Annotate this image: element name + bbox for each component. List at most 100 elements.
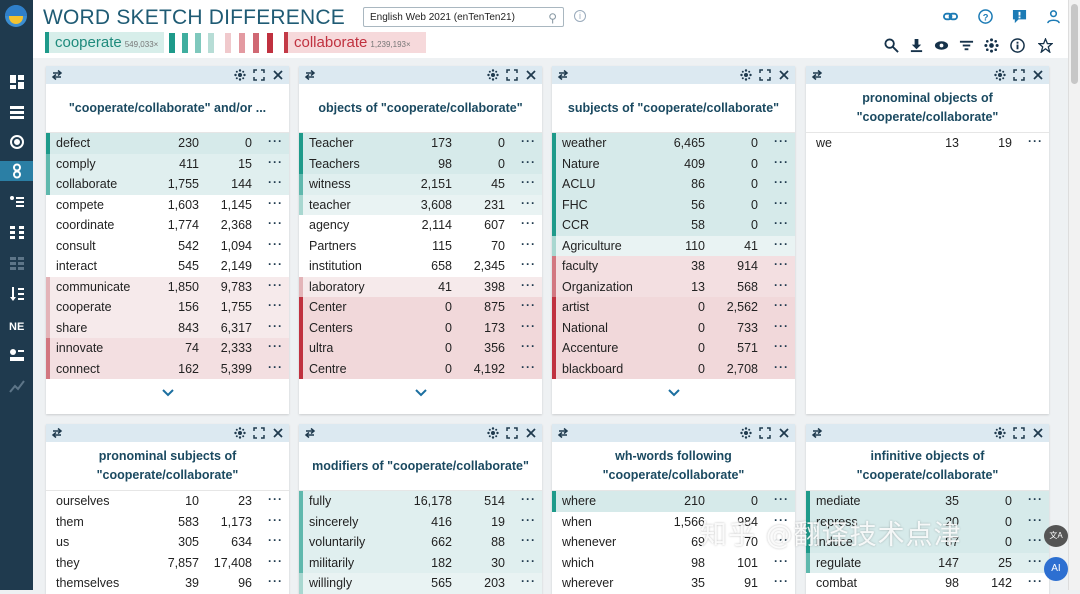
parallel-concordance-icon[interactable] bbox=[0, 222, 33, 242]
collocate-word[interactable]: coordinate bbox=[56, 218, 115, 232]
gear-icon[interactable] bbox=[233, 68, 247, 82]
collocation-row[interactable]: combat 98 142 ··· bbox=[806, 573, 1049, 594]
close-icon[interactable] bbox=[524, 68, 538, 82]
collocation-row[interactable]: Nature 409 0 ··· bbox=[552, 153, 795, 174]
collocate-word[interactable]: repress bbox=[816, 514, 858, 529]
translate-button[interactable]: 文A bbox=[1044, 525, 1068, 547]
collocation-row[interactable]: Partners 115 70 ··· bbox=[299, 235, 542, 256]
collocate-word[interactable]: blackboard bbox=[562, 361, 624, 376]
view-options-icon[interactable] bbox=[932, 36, 950, 54]
collocate-word[interactable]: faculty bbox=[562, 259, 599, 273]
collocate-word[interactable]: agency bbox=[309, 218, 350, 232]
more-options-icon[interactable]: ··· bbox=[521, 216, 536, 230]
collocate-word[interactable]: ultra bbox=[309, 341, 334, 355]
collocate-word[interactable]: communicate bbox=[56, 279, 131, 294]
collocation-row[interactable]: CCR 58 0 ··· bbox=[552, 215, 795, 236]
collocate-word[interactable]: Agriculture bbox=[562, 238, 622, 253]
user-icon[interactable] bbox=[1044, 7, 1062, 25]
collocation-row[interactable]: comply 411 15 ··· bbox=[46, 153, 289, 174]
more-options-icon[interactable]: ··· bbox=[268, 277, 283, 292]
fullscreen-icon[interactable] bbox=[1012, 68, 1026, 82]
more-options-icon[interactable]: ··· bbox=[521, 236, 536, 251]
more-options-icon[interactable]: ··· bbox=[521, 492, 536, 506]
more-options-icon[interactable]: ··· bbox=[774, 533, 789, 547]
more-options-icon[interactable]: ··· bbox=[521, 298, 536, 312]
more-options-icon[interactable]: ··· bbox=[268, 512, 283, 527]
collocate-word[interactable]: Centre bbox=[309, 361, 347, 376]
collocation-row[interactable]: where 210 0 ··· bbox=[552, 491, 795, 512]
fullscreen-icon[interactable] bbox=[1012, 426, 1026, 440]
ner-icon[interactable]: NE bbox=[0, 315, 33, 335]
more-options-icon[interactable]: ··· bbox=[774, 574, 789, 588]
more-options-icon[interactable]: ··· bbox=[774, 134, 789, 148]
collocate-word[interactable]: Accenture bbox=[562, 341, 619, 355]
collocate-word[interactable]: artist bbox=[562, 300, 590, 314]
collocate-word[interactable]: innovate bbox=[56, 341, 104, 355]
more-options-icon[interactable]: ··· bbox=[521, 134, 536, 148]
more-options-icon[interactable]: ··· bbox=[1028, 492, 1043, 506]
scrollbar[interactable] bbox=[1068, 0, 1080, 590]
collocate-word[interactable]: they bbox=[56, 555, 80, 570]
collocate-word[interactable]: National bbox=[562, 320, 608, 335]
collocate-word[interactable]: combat bbox=[816, 576, 857, 590]
collocate-word[interactable]: sincerely bbox=[309, 514, 359, 529]
swap-icon[interactable] bbox=[51, 426, 65, 440]
collocation-row[interactable]: Teachers 98 0 ··· bbox=[299, 153, 542, 174]
thesaurus-icon[interactable] bbox=[0, 192, 33, 212]
collocation-row[interactable]: they 7,857 17,408 ··· bbox=[46, 552, 289, 573]
collocation-row[interactable]: FHC 56 0 ··· bbox=[552, 194, 795, 215]
more-options-icon[interactable]: ··· bbox=[774, 553, 789, 568]
collocate-word[interactable]: us bbox=[56, 535, 70, 549]
collocate-word[interactable]: laboratory bbox=[309, 279, 365, 294]
more-options-icon[interactable]: ··· bbox=[774, 339, 789, 353]
word-sketch-icon[interactable] bbox=[0, 132, 33, 152]
collocation-row[interactable]: we 13 19 ··· bbox=[806, 133, 1049, 154]
more-options-icon[interactable]: ··· bbox=[268, 492, 283, 506]
collocate-word[interactable]: induce bbox=[816, 535, 853, 549]
collocation-row[interactable]: them 583 1,173 ··· bbox=[46, 511, 289, 532]
more-options-icon[interactable]: ··· bbox=[521, 512, 536, 527]
collocation-row[interactable]: Accenture 0 571 ··· bbox=[552, 338, 795, 359]
more-options-icon[interactable]: ··· bbox=[774, 298, 789, 312]
more-options-icon[interactable]: ··· bbox=[268, 298, 283, 312]
collocate-word[interactable]: connect bbox=[56, 361, 100, 376]
fullscreen-icon[interactable] bbox=[252, 68, 266, 82]
collocate-word[interactable]: cooperate bbox=[56, 300, 112, 314]
gear-icon[interactable] bbox=[486, 68, 500, 82]
cluster-icon[interactable] bbox=[982, 36, 1000, 54]
collocation-row[interactable]: ACLU 86 0 ··· bbox=[552, 174, 795, 195]
more-options-icon[interactable]: ··· bbox=[1028, 533, 1043, 547]
collocation-row[interactable]: share 843 6,317 ··· bbox=[46, 317, 289, 338]
more-options-icon[interactable]: ··· bbox=[521, 277, 536, 292]
collocate-word[interactable]: Partners bbox=[309, 238, 357, 253]
close-icon[interactable] bbox=[524, 426, 538, 440]
collocate-word[interactable]: defect bbox=[56, 136, 91, 150]
collocate-word[interactable]: FHC bbox=[562, 197, 588, 212]
more-options-icon[interactable]: ··· bbox=[268, 134, 283, 148]
gear-icon[interactable] bbox=[993, 68, 1007, 82]
swap-icon[interactable] bbox=[304, 426, 318, 440]
collocate-word[interactable]: when bbox=[562, 514, 592, 529]
collocate-word[interactable]: wherever bbox=[562, 576, 614, 590]
more-options-icon[interactable]: ··· bbox=[268, 257, 283, 271]
more-options-icon[interactable]: ··· bbox=[774, 492, 789, 506]
more-options-icon[interactable]: ··· bbox=[521, 195, 536, 210]
feedback-icon[interactable] bbox=[1010, 7, 1028, 25]
collocation-row[interactable]: interact 545 2,149 ··· bbox=[46, 256, 289, 277]
collocation-row[interactable]: us 305 634 ··· bbox=[46, 532, 289, 553]
fullscreen-icon[interactable] bbox=[758, 426, 772, 440]
close-icon[interactable] bbox=[777, 426, 791, 440]
fullscreen-icon[interactable] bbox=[505, 68, 519, 82]
collocate-word[interactable]: we bbox=[816, 136, 832, 150]
collocation-row[interactable]: voluntarily 662 88 ··· bbox=[299, 532, 542, 553]
fullscreen-icon[interactable] bbox=[505, 426, 519, 440]
gear-icon[interactable] bbox=[739, 426, 753, 440]
collocation-row[interactable]: which 98 101 ··· bbox=[552, 552, 795, 573]
collocate-word[interactable]: fully bbox=[309, 494, 332, 508]
wordlist-icon[interactable] bbox=[0, 284, 33, 304]
more-options-icon[interactable]: ··· bbox=[774, 359, 789, 374]
collocate-word[interactable]: consult bbox=[56, 238, 96, 253]
swap-icon[interactable] bbox=[557, 426, 571, 440]
collocation-row[interactable]: ultra 0 356 ··· bbox=[299, 338, 542, 359]
collocate-word[interactable]: regulate bbox=[816, 555, 862, 570]
